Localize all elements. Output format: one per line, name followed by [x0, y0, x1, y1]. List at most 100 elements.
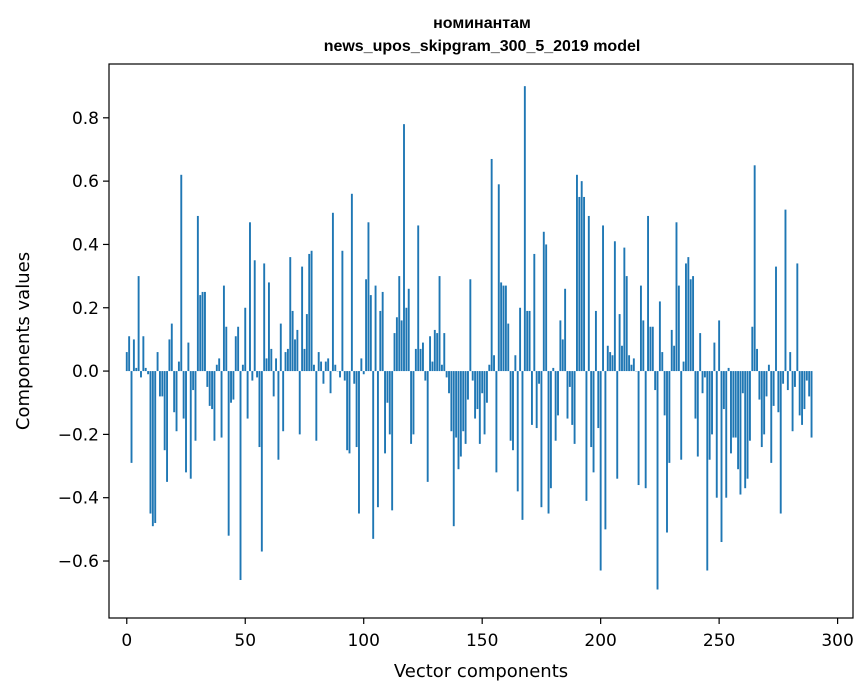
bar-241	[696, 371, 699, 457]
bar-7	[142, 336, 145, 372]
bar-235	[682, 361, 685, 372]
bar-214	[632, 358, 635, 372]
bar-231	[673, 345, 676, 372]
bar-92	[343, 371, 346, 381]
bar-125	[422, 342, 424, 372]
bar-16	[163, 371, 166, 451]
bar-197	[592, 371, 595, 473]
bar-255	[730, 371, 732, 454]
bar-157	[497, 184, 500, 372]
bar-106	[376, 371, 379, 508]
bar-252	[722, 371, 725, 410]
bar-31	[199, 295, 202, 372]
bar-28	[192, 371, 195, 391]
bar-170	[528, 310, 531, 372]
bar-217	[639, 285, 642, 372]
plot-frame	[108, 63, 854, 619]
bar-78	[310, 250, 313, 372]
bar-72	[296, 329, 299, 372]
y-tick-label: −0.6	[58, 552, 99, 572]
bar-118	[405, 307, 408, 372]
bar-176	[542, 231, 545, 372]
bar-239	[692, 276, 695, 372]
bar-15	[161, 371, 164, 397]
bar-13	[156, 352, 159, 372]
bar-99	[360, 358, 363, 372]
bar-234	[680, 371, 683, 460]
bar-226	[661, 352, 664, 372]
bar-91	[341, 250, 344, 372]
bar-35	[208, 371, 211, 406]
bar-242	[699, 333, 702, 372]
bar-271	[767, 364, 770, 372]
bar-147	[474, 371, 477, 419]
bar-83	[322, 371, 325, 384]
bar-133	[440, 364, 443, 372]
bar-240	[694, 371, 697, 419]
bar-21	[175, 371, 178, 432]
bar-129	[431, 361, 434, 372]
bar-54	[253, 260, 256, 372]
y-tick-label: 0.8	[72, 109, 99, 129]
bar-139	[455, 371, 458, 438]
bar-216	[637, 371, 640, 486]
bar-205	[611, 355, 614, 372]
bar-59	[265, 358, 268, 372]
bar-29	[194, 371, 197, 441]
bar-65	[279, 323, 282, 372]
bar-104	[372, 371, 375, 539]
bar-259	[739, 371, 742, 495]
bar-69	[289, 257, 292, 372]
bar-73	[298, 371, 301, 435]
bar-199	[597, 371, 600, 429]
bar-268	[760, 371, 763, 448]
bar-8	[144, 367, 147, 372]
bar-64	[277, 371, 280, 460]
bar-180	[552, 367, 555, 372]
bar-46	[234, 336, 237, 372]
bar-237	[687, 257, 690, 372]
bar-269	[763, 371, 766, 435]
bar-201	[602, 225, 604, 372]
bar-84	[324, 361, 327, 372]
bar-2	[130, 371, 133, 463]
bar-212	[628, 355, 631, 372]
bar-0	[125, 352, 128, 372]
bar-67	[284, 352, 287, 372]
bar-48	[239, 371, 242, 581]
bar-61	[270, 348, 273, 372]
bar-204	[609, 352, 612, 372]
bar-136	[448, 371, 450, 394]
bar-142	[462, 371, 465, 432]
bar-50	[244, 307, 247, 372]
bar-76	[305, 314, 308, 372]
y-axis-ticks: −0.6 −0.4 −0.2 0.0 0.2 0.4 0.6 0.8	[58, 109, 109, 572]
x-tick-label: 150	[466, 631, 498, 651]
bar-14	[158, 371, 161, 397]
bar-1	[128, 336, 131, 372]
bar-113	[393, 333, 396, 372]
bar-119	[407, 288, 410, 372]
bar-60	[267, 282, 270, 372]
bar-278	[784, 209, 787, 372]
bar-81	[317, 352, 320, 372]
bar-146	[471, 371, 474, 381]
y-axis-label: Components values	[13, 252, 34, 430]
bar-57	[260, 371, 263, 552]
x-tick-label: 50	[234, 631, 256, 651]
bar-41	[222, 285, 225, 372]
bar-47	[237, 326, 240, 372]
bar-90	[339, 371, 341, 378]
chart-title-line2: news_upos_skipgram_300_5_2019 model	[324, 38, 641, 55]
bar-23	[180, 174, 183, 372]
bar-42	[225, 326, 228, 372]
bar-140	[457, 371, 460, 470]
bar-167	[521, 371, 524, 520]
x-axis-label: Vector components	[394, 661, 568, 682]
bar-160	[504, 285, 507, 372]
bar-193	[583, 196, 586, 372]
bar-75	[303, 348, 306, 372]
bar-74	[301, 266, 304, 372]
bar-233	[677, 285, 680, 372]
bar-101	[365, 279, 368, 372]
